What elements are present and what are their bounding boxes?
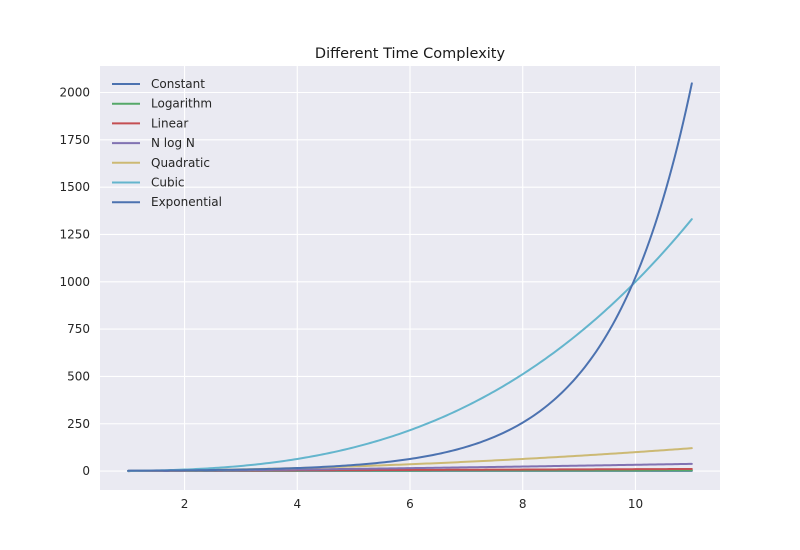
y-tick-label: 2000 — [59, 86, 90, 100]
legend-label-logarithm: Logarithm — [151, 97, 212, 111]
y-tick-label: 500 — [67, 369, 90, 383]
y-tick-label: 1000 — [59, 275, 90, 289]
legend-label-linear: Linear — [151, 116, 188, 130]
y-tick-label: 750 — [67, 322, 90, 336]
legend-label-n-log-n: N log N — [151, 136, 195, 150]
legend-label-cubic: Cubic — [151, 176, 185, 190]
x-tick-label: 6 — [406, 497, 414, 511]
y-tick-label: 250 — [67, 417, 90, 431]
legend: Constant Logarithm Linear N log N Quadratic C… — [112, 77, 222, 209]
y-tick-label: 1750 — [59, 133, 90, 147]
x-tick-label: 10 — [628, 497, 643, 511]
axes: 2 4 6 8 10 0 250 500 750 1000 1250 1500 1750 2000 — [59, 86, 643, 512]
x-tick-label: 2 — [181, 497, 189, 511]
grid — [100, 66, 720, 490]
legend-label-exponential: Exponential — [151, 195, 222, 209]
y-tick-label: 1500 — [59, 180, 90, 194]
y-tick-label: 0 — [82, 464, 90, 478]
y-tick-label: 1250 — [59, 227, 90, 241]
series-line-cubic — [127, 218, 693, 472]
x-tick-label: 4 — [293, 497, 301, 511]
chart-title: Different Time Complexity — [315, 46, 506, 62]
legend-label-quadratic: Quadratic — [151, 156, 210, 170]
series-lines — [127, 82, 693, 473]
legend-label-constant: Constant — [151, 77, 205, 91]
x-tick-label: 8 — [519, 497, 527, 511]
series-line-exponential — [127, 82, 693, 472]
